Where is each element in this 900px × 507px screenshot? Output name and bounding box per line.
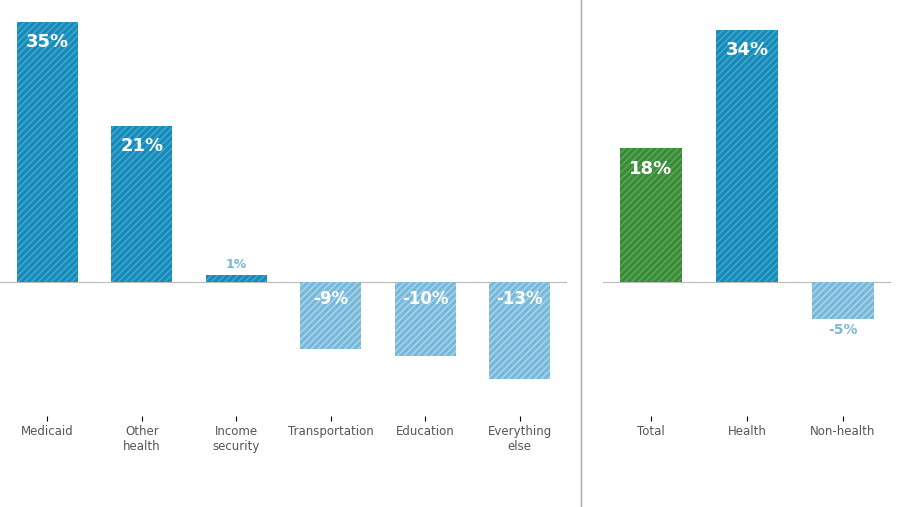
Bar <box>620 149 682 282</box>
Bar <box>205 275 267 282</box>
Bar <box>489 282 551 379</box>
Bar <box>812 282 874 319</box>
Text: 18%: 18% <box>629 160 672 177</box>
Text: -5%: -5% <box>828 323 858 337</box>
Bar <box>812 282 874 319</box>
Text: 1%: 1% <box>226 258 247 271</box>
Text: 34%: 34% <box>725 41 769 59</box>
Bar <box>716 30 778 282</box>
Text: -10%: -10% <box>402 289 448 308</box>
Text: -9%: -9% <box>313 289 348 308</box>
Text: -13%: -13% <box>497 289 543 308</box>
Bar <box>16 22 78 282</box>
Bar <box>394 282 456 356</box>
Bar <box>111 126 173 282</box>
Bar <box>489 282 551 379</box>
Bar <box>16 22 78 282</box>
Bar <box>394 282 456 356</box>
Bar <box>111 126 173 282</box>
Bar <box>300 282 362 349</box>
Bar <box>300 282 362 349</box>
Bar <box>620 149 682 282</box>
Text: 35%: 35% <box>26 33 68 51</box>
Bar <box>205 275 267 282</box>
Bar <box>716 30 778 282</box>
Text: 21%: 21% <box>121 137 163 155</box>
